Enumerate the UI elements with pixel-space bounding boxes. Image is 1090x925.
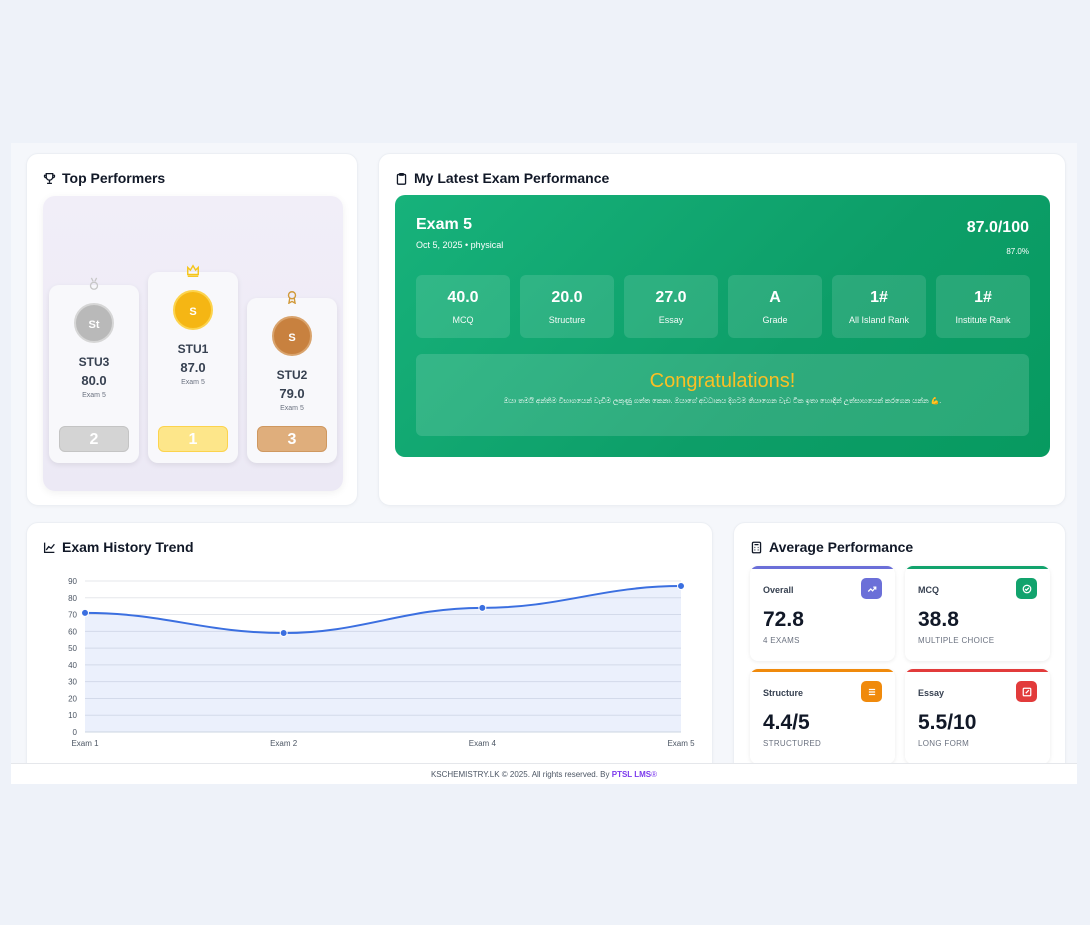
student-score: 87.0 (180, 360, 206, 375)
stat-structure: 20.0 Structure (520, 275, 614, 338)
trophy-icon (43, 172, 56, 184)
accent-bar (905, 669, 1050, 672)
check-circle-icon (1016, 578, 1037, 599)
accent-bar (750, 566, 895, 569)
exam-history-card: Exam History Trend 0 10 20 30 40 50 60 70 80 90 Ex… (26, 522, 713, 782)
exam-name: Exam 5 (416, 216, 473, 233)
exam-percent: 87.0% (1006, 247, 1029, 256)
series-line (84, 585, 682, 635)
accent-bar (750, 669, 895, 672)
dashboard-frame: Top Performers St STU3 80.0 Exam 5 2 S S… (11, 143, 1077, 784)
trend-icon (861, 578, 882, 599)
latest-exam-card: My Latest Exam Performance Exam 5 Oct 5,… (378, 153, 1066, 506)
congrats-message: ඔයා තමයි අන්තිම විභාගයෙන් වැඩිම ලකුණු ගත… (503, 398, 942, 405)
student-score: 79.0 (279, 386, 305, 401)
y-tick-label: 20 (68, 694, 77, 703)
line-chart-icon (43, 542, 55, 553)
avatar: S (272, 316, 312, 356)
award-icon (287, 291, 297, 304)
y-tick-label: 0 (73, 728, 78, 737)
congrats-box: Congratulations! ඔයා තමයි අන්තිම විභාගයෙ… (416, 354, 1029, 436)
avatar: S (173, 290, 213, 330)
stat-grade: A Grade (728, 275, 822, 338)
student-exam: Exam 5 (181, 379, 205, 386)
latest-exam-title: My Latest Exam Performance (395, 170, 609, 186)
list-icon (861, 681, 882, 702)
student-exam: Exam 5 (280, 405, 304, 412)
student-exam: Exam 5 (82, 392, 106, 399)
series-area (85, 586, 681, 732)
top-performers-card: Top Performers St STU3 80.0 Exam 5 2 S S… (26, 153, 358, 506)
data-point (478, 603, 487, 612)
podium: St STU3 80.0 Exam 5 2 S STU1 87.0 Exam 5… (43, 196, 343, 491)
podium-second[interactable]: St STU3 80.0 Exam 5 2 (49, 277, 139, 463)
average-performance-title: Average Performance (750, 539, 913, 555)
crown-icon (187, 264, 199, 277)
top-performers-title: Top Performers (43, 170, 165, 186)
avg-structure-card: Structure 4.4/5 STRUCTURED (750, 669, 895, 764)
edit-icon (1016, 681, 1037, 702)
stat-all-island-rank: 1# All Island Rank (832, 275, 926, 338)
y-tick-label: 70 (68, 611, 77, 620)
y-tick-label: 80 (68, 594, 77, 603)
avg-mcq-card: MCQ 38.8 MULTIPLE CHOICE (905, 566, 1050, 661)
stat-mcq: 40.0 MCQ (416, 275, 510, 338)
accent-bar (905, 566, 1050, 569)
avg-overall-card: Overall 72.8 4 EXAMS (750, 566, 895, 661)
calculator-icon (751, 541, 762, 553)
exam-meta: Oct 5, 2025 • physical (416, 240, 504, 250)
student-score: 80.0 (81, 373, 107, 388)
y-tick-label: 30 (68, 678, 77, 687)
y-tick-label: 50 (68, 644, 77, 653)
data-point (677, 582, 685, 591)
stat-institute-rank: 1# Institute Rank (936, 275, 1030, 338)
podium-third[interactable]: S STU2 79.0 Exam 5 3 (247, 291, 337, 463)
footer-brand-link[interactable]: PTSL LMS (611, 770, 652, 779)
exam-history-title: Exam History Trend (43, 539, 194, 555)
y-tick-label: 90 (68, 577, 77, 586)
average-performance-card: Average Performance Overall 72.8 4 EXAMS… (733, 522, 1066, 782)
podium-first[interactable]: S STU1 87.0 Exam 5 1 (148, 264, 238, 463)
x-tick-label: Exam 1 (71, 739, 99, 748)
stat-essay: 27.0 Essay (624, 275, 718, 338)
latest-exam-panel: Exam 5 Oct 5, 2025 • physical 87.0/100 8… (395, 195, 1050, 457)
rank-badge: 3 (257, 426, 327, 452)
x-tick-label: Exam 2 (270, 739, 298, 748)
x-tick-label: Exam 4 (469, 739, 497, 748)
rank-badge: 2 (59, 426, 129, 452)
exam-history-chart: 0 10 20 30 40 50 60 70 80 90 Exam 1 Exam 2 Exam 4 Exa… (68, 577, 695, 748)
clipboard-icon (396, 172, 407, 185)
y-tick-label: 40 (68, 661, 77, 670)
student-name: STU2 (276, 368, 308, 382)
data-point (279, 629, 288, 638)
medal-icon (89, 277, 99, 290)
avg-essay-card: Essay 5.5/10 LONG FORM (905, 669, 1050, 764)
exam-score: 87.0/100 (966, 219, 1029, 236)
student-name: STU3 (78, 355, 110, 369)
data-point (81, 608, 89, 617)
y-tick-label: 60 (68, 627, 77, 636)
rank-badge: 1 (158, 426, 228, 452)
avatar: St (74, 303, 114, 343)
student-name: STU1 (177, 342, 209, 356)
footer: KSCHEMISTRY.LK © 2025. All rights reserv… (11, 763, 1077, 784)
y-tick-label: 10 (68, 711, 77, 720)
x-tick-label: Exam 5 (667, 739, 695, 748)
congrats-title: Congratulations! (649, 370, 796, 392)
